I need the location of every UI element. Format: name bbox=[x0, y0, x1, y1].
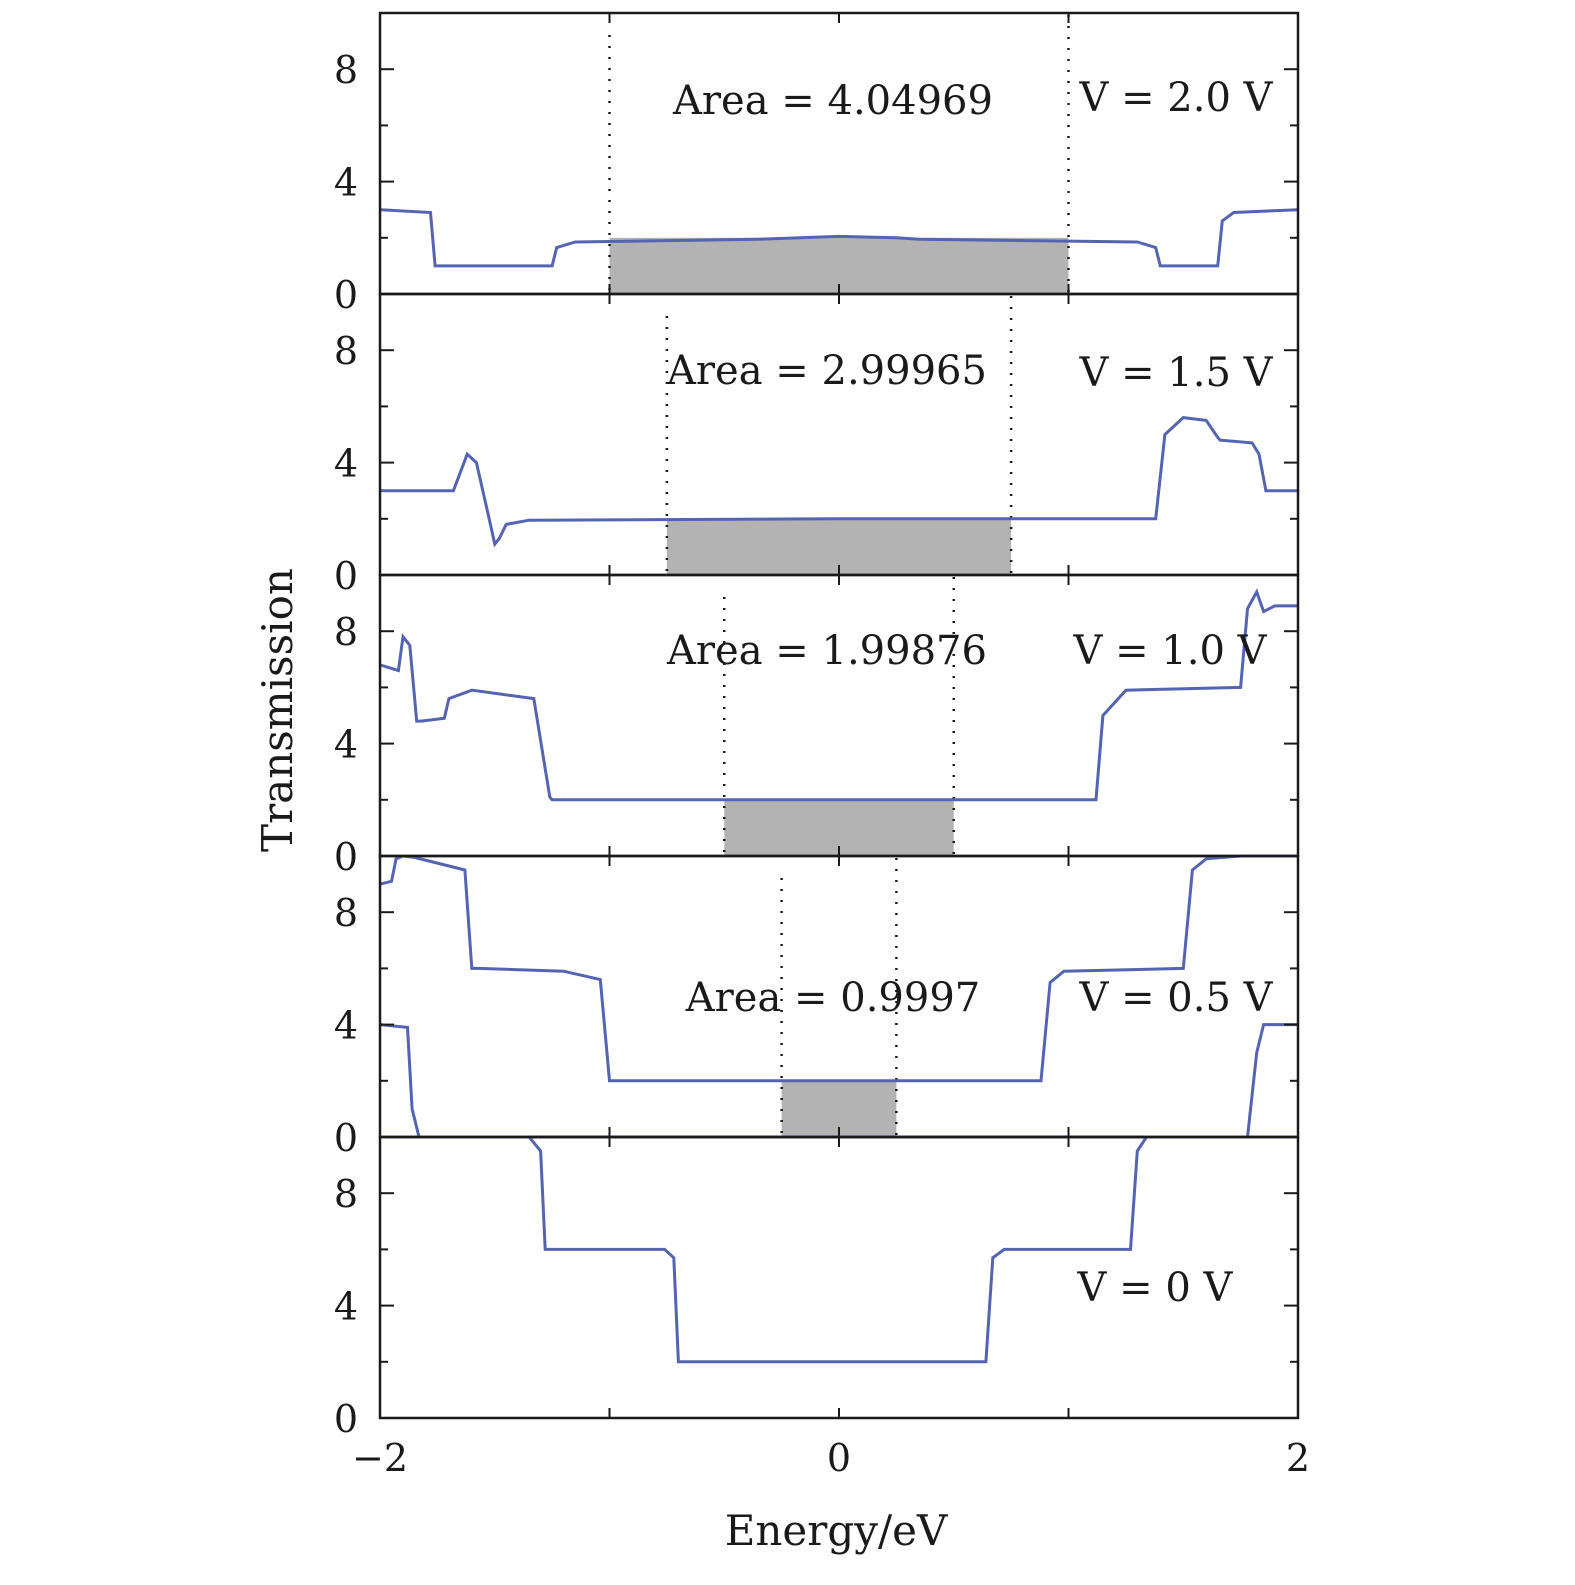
y-tick-label: 0 bbox=[334, 554, 358, 598]
area-annotation: Area = 1.99876 bbox=[666, 628, 987, 674]
panel-3: 0 4 8 Area = 1.99876 V = 1.0 V bbox=[334, 573, 1300, 879]
y-tick-label: 0 bbox=[334, 835, 358, 879]
bias-label: V = 0.5 V bbox=[1078, 975, 1273, 1021]
transmission-curve-1 bbox=[380, 1135, 1298, 1364]
y-tick-label: 8 bbox=[334, 891, 358, 935]
x-tick-label: −2 bbox=[352, 1436, 408, 1480]
y-tick-label: 4 bbox=[334, 1285, 358, 1329]
panel-frame bbox=[378, 1135, 1300, 1420]
y-tick-label: 8 bbox=[334, 48, 358, 92]
y-tick-label: 0 bbox=[334, 1397, 358, 1441]
y-tick-label: 4 bbox=[334, 1004, 358, 1048]
panel-2: 0 4 8 Area = 2.99965 V = 1.5 V bbox=[334, 292, 1300, 598]
x-axis-label: Energy/eV bbox=[725, 1506, 948, 1555]
y-tick-label: 4 bbox=[334, 442, 358, 486]
x-tick-label: 2 bbox=[1286, 1436, 1310, 1480]
y-tick-label: 8 bbox=[334, 329, 358, 373]
area-annotation: Area = 4.04969 bbox=[672, 78, 993, 124]
y-tick-label: 8 bbox=[334, 610, 358, 654]
panel-4: 0 4 8 Area = 0.9997 V = 0.5 V bbox=[334, 854, 1300, 1160]
y-tick-label: 0 bbox=[334, 1116, 358, 1160]
y-axis-label: Transmission bbox=[253, 568, 302, 852]
bias-label: V = 1.5 V bbox=[1078, 350, 1273, 396]
y-tick-label: 0 bbox=[334, 273, 358, 317]
y-tick-label: 4 bbox=[334, 161, 358, 205]
y-tick-label: 4 bbox=[334, 723, 358, 767]
x-tick-label: 0 bbox=[827, 1436, 851, 1480]
panel-5: 0 4 8 V = 0 V bbox=[334, 1135, 1300, 1441]
area-annotation: Area = 0.9997 bbox=[685, 975, 980, 1021]
panel-1: 0 4 8 Area = 4.04969 V = 2.0 V bbox=[334, 11, 1300, 317]
transmission-curve-1 bbox=[379, 588, 1298, 802]
bias-label: V = 1.0 V bbox=[1072, 628, 1267, 674]
transmission-curve-1 bbox=[379, 208, 1299, 268]
y-tick-label: 8 bbox=[334, 1172, 358, 1216]
bias-label: V = 0 V bbox=[1077, 1265, 1234, 1311]
transmission-curve-1 bbox=[379, 854, 1298, 1083]
bias-label: V = 2.0 V bbox=[1078, 75, 1273, 121]
area-annotation: Area = 2.99965 bbox=[666, 348, 987, 394]
transmission-curve-1 bbox=[380, 416, 1298, 548]
